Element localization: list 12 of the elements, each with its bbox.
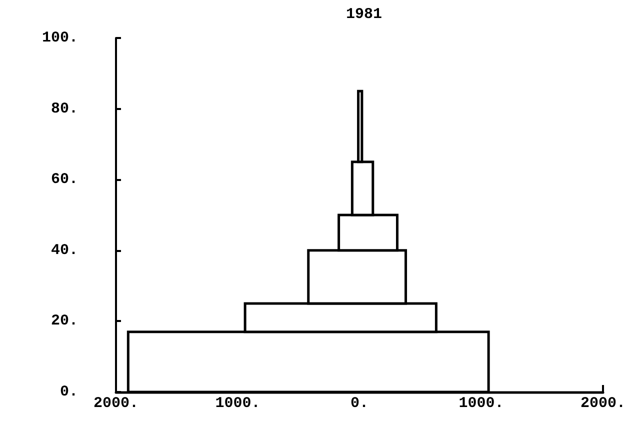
x-tick-label: 1000.: [458, 395, 504, 412]
chart-title: 1981: [346, 6, 382, 23]
x-tick-label: 0.: [350, 395, 369, 412]
x-tick-label: 2000.: [93, 395, 139, 412]
y-tick-label: 80.: [50, 100, 78, 118]
y-tick-label: 40.: [50, 242, 78, 259]
y-tick-label: 100.: [42, 30, 78, 46]
y-tick-label: 20.: [50, 312, 78, 330]
y-tick-label: 0.: [60, 384, 78, 400]
x-tick-label: 1000.: [215, 395, 260, 412]
y-tick-label: 60.: [50, 171, 78, 188]
x-tick-label: 2000.: [580, 395, 626, 412]
